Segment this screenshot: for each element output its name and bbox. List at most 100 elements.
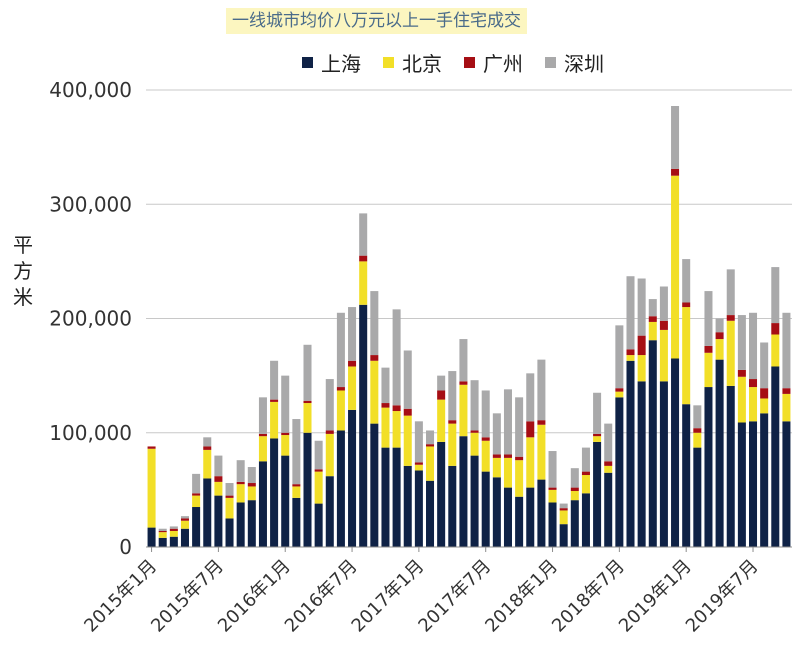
bar-segment	[671, 175, 680, 359]
legend-item-shanghai: 上海	[302, 48, 361, 77]
bar-segment	[314, 503, 323, 547]
bar-segment	[370, 360, 379, 424]
bar-segment	[336, 390, 345, 431]
bar-segment	[147, 448, 156, 528]
bar-segment	[581, 475, 590, 494]
bar-segment	[615, 388, 624, 392]
bar-segment	[615, 391, 624, 398]
bar-segment	[459, 339, 468, 382]
bar-segment	[192, 493, 201, 496]
bar-segment	[370, 355, 379, 361]
bar-segment	[671, 106, 680, 169]
bar-segment	[626, 349, 635, 356]
bar-segment	[370, 291, 379, 356]
bar-segment	[548, 487, 557, 490]
bar-segment	[225, 518, 234, 547]
bar-segment	[470, 432, 479, 456]
bar-segment	[270, 438, 279, 547]
bar-segment	[537, 359, 546, 421]
bar-segment	[693, 432, 702, 448]
bar-segment	[359, 304, 368, 547]
bar-segment	[749, 312, 758, 380]
bar-segment	[426, 480, 435, 547]
bar-segment	[648, 316, 657, 322]
bar-segment	[214, 495, 223, 547]
bar-segment	[258, 461, 267, 547]
bar-segment	[214, 481, 223, 496]
bar-segment	[158, 528, 167, 531]
bar-segment	[169, 528, 178, 531]
bar-segment	[704, 345, 713, 353]
bar-segment	[526, 373, 535, 422]
bar-segment	[303, 432, 312, 547]
bar-segment	[392, 309, 401, 406]
bar-segment	[214, 476, 223, 482]
bar-segment	[437, 441, 446, 547]
bar-segment	[437, 390, 446, 400]
y-tick-label: 400,000	[49, 78, 132, 102]
bar-segment	[715, 318, 724, 333]
bar-segment	[426, 444, 435, 447]
bar-segment	[559, 508, 568, 511]
bar-segment	[325, 430, 334, 434]
bar-segment	[637, 335, 646, 356]
bar-segment	[292, 484, 301, 487]
bar-segment	[682, 404, 691, 547]
bar-segment	[648, 321, 657, 341]
bar-segment	[771, 267, 780, 324]
bar-segment	[270, 399, 279, 402]
bar-segment	[626, 355, 635, 361]
y-tick-label: 0	[119, 535, 132, 559]
bar-segment	[659, 329, 668, 382]
bar-segment	[593, 433, 602, 437]
bar-segment	[771, 323, 780, 335]
bar-segment	[314, 469, 323, 472]
bar-segment	[359, 261, 368, 305]
bar-segment	[559, 524, 568, 547]
bar-segment	[481, 440, 490, 472]
legend-label-guangzhou: 广州	[483, 52, 523, 76]
bar-segment	[180, 516, 189, 519]
bar-segment	[626, 360, 635, 547]
bar-segment	[314, 471, 323, 504]
bar-segment	[537, 424, 546, 480]
bar-segment	[481, 390, 490, 438]
bar-segment	[448, 423, 457, 466]
bar-segment	[459, 436, 468, 547]
bar-segment	[448, 465, 457, 547]
legend-swatch-shenzhen	[545, 57, 556, 68]
bar-segment	[648, 340, 657, 547]
legend-swatch-shanghai	[302, 57, 313, 68]
bar-segment	[760, 413, 769, 547]
bar-segment	[325, 476, 334, 547]
bar-segment	[503, 487, 512, 547]
bar-segment	[548, 451, 557, 488]
bar-segment	[470, 380, 479, 431]
bar-segment	[726, 315, 735, 321]
bar-segment	[303, 400, 312, 404]
bar-segment	[414, 462, 423, 465]
bar-segment	[760, 342, 769, 389]
bar-segment	[704, 291, 713, 346]
bar-segment	[570, 487, 579, 492]
bar-segment	[503, 389, 512, 455]
bar-segment	[359, 213, 368, 256]
bar-segment	[348, 366, 357, 410]
y-tick-label: 300,000	[49, 192, 132, 216]
bar-segment	[414, 421, 423, 463]
bar-segment	[359, 255, 368, 262]
bar-segment	[771, 334, 780, 367]
legend-swatch-beijing	[383, 57, 394, 68]
bar-segment	[381, 447, 390, 547]
bar-segment	[693, 405, 702, 429]
bar-segment	[403, 350, 412, 409]
bar-segment	[615, 325, 624, 389]
bar-segment	[570, 500, 579, 547]
bar-segment	[581, 447, 590, 472]
bar-segment	[570, 491, 579, 501]
bar-segment	[281, 435, 290, 456]
bar-segment	[270, 360, 279, 400]
bar-segment	[492, 454, 501, 458]
chart-title: 一线城市均价八万元以上一手住宅成交	[226, 8, 527, 34]
